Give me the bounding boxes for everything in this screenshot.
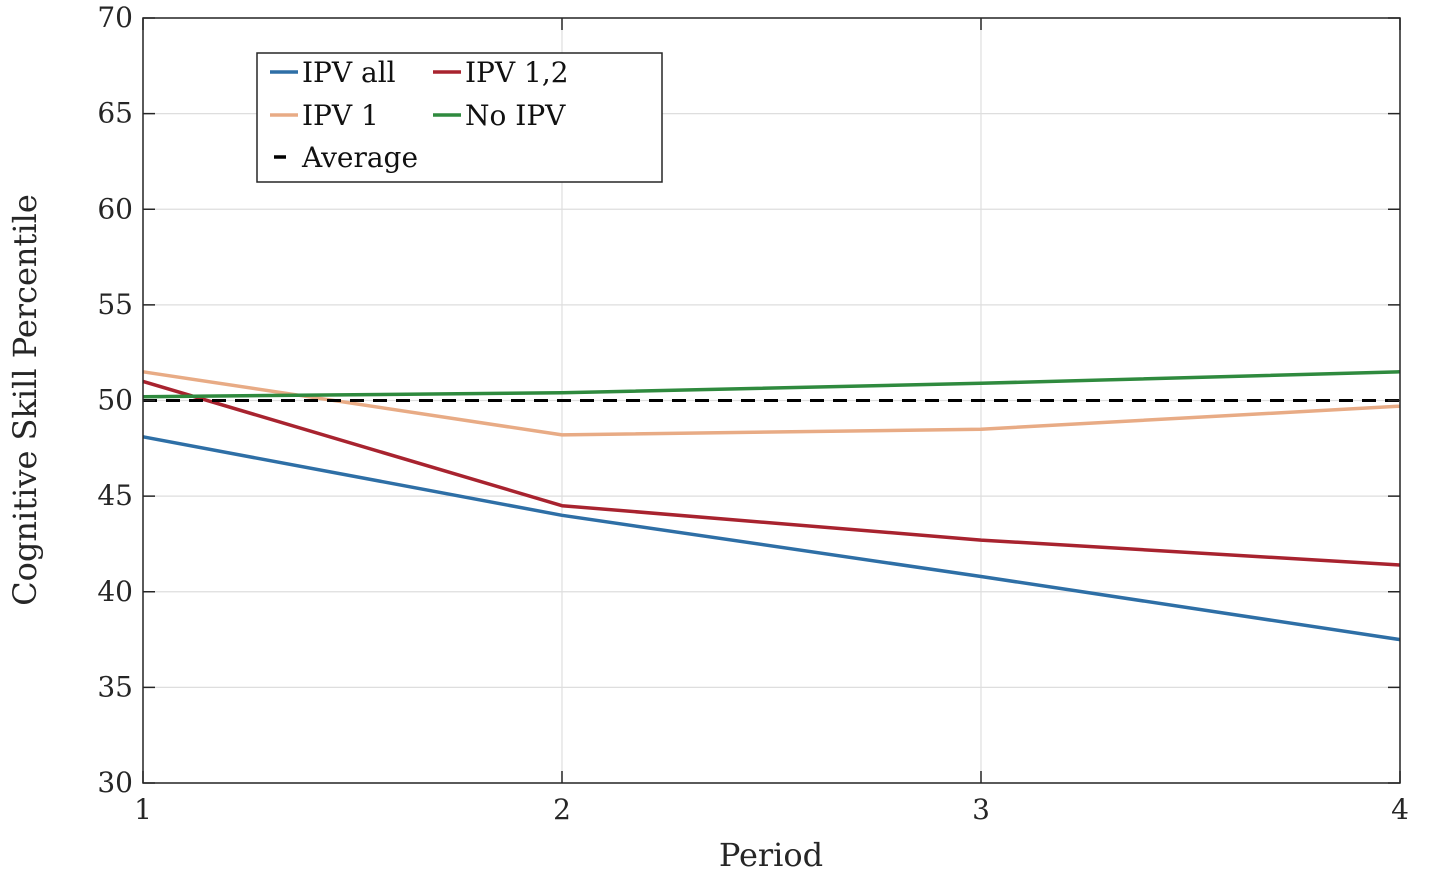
y-tick-label: 50 [97,384,133,417]
series-lines [142,370,1401,642]
legend-box [256,52,663,183]
legend-label: Average [301,141,418,174]
x-tick-label: 2 [553,793,571,826]
legend-label: No IPV [465,99,566,132]
x-tick-label: 4 [1391,793,1409,826]
series-line-ipv-1-2 [142,379,1401,567]
y-tick-label: 65 [97,97,133,130]
y-tick-label: 55 [97,288,133,321]
x-tick-label: 3 [972,793,990,826]
y-tick-label: 60 [97,192,133,225]
series-line-ipv-all [142,435,1401,642]
y-tick-label: 70 [97,1,133,34]
y-tick-label: 40 [97,575,133,608]
legend-label: IPV 1 [302,99,379,132]
y-tick-label: 35 [97,670,133,703]
legend-label: IPV 1,2 [465,56,569,89]
y-tick-label: 30 [97,766,133,799]
y-tick-label: 45 [97,479,133,512]
legend: IPV all IPV 1,2 IPV 1 No IPV Average [256,52,663,183]
legend-label: IPV all [302,56,396,89]
x-tick-label: 1 [134,793,152,826]
x-axis-title: Period [719,836,823,874]
series-line-no-ipv [142,370,1401,399]
axis-ticks: 30 35 40 45 50 55 60 65 70 1 2 3 4 [97,1,1409,826]
series-line-ipv-1 [142,370,1401,437]
y-axis-title: Cognitive Skill Percentile [6,194,44,606]
